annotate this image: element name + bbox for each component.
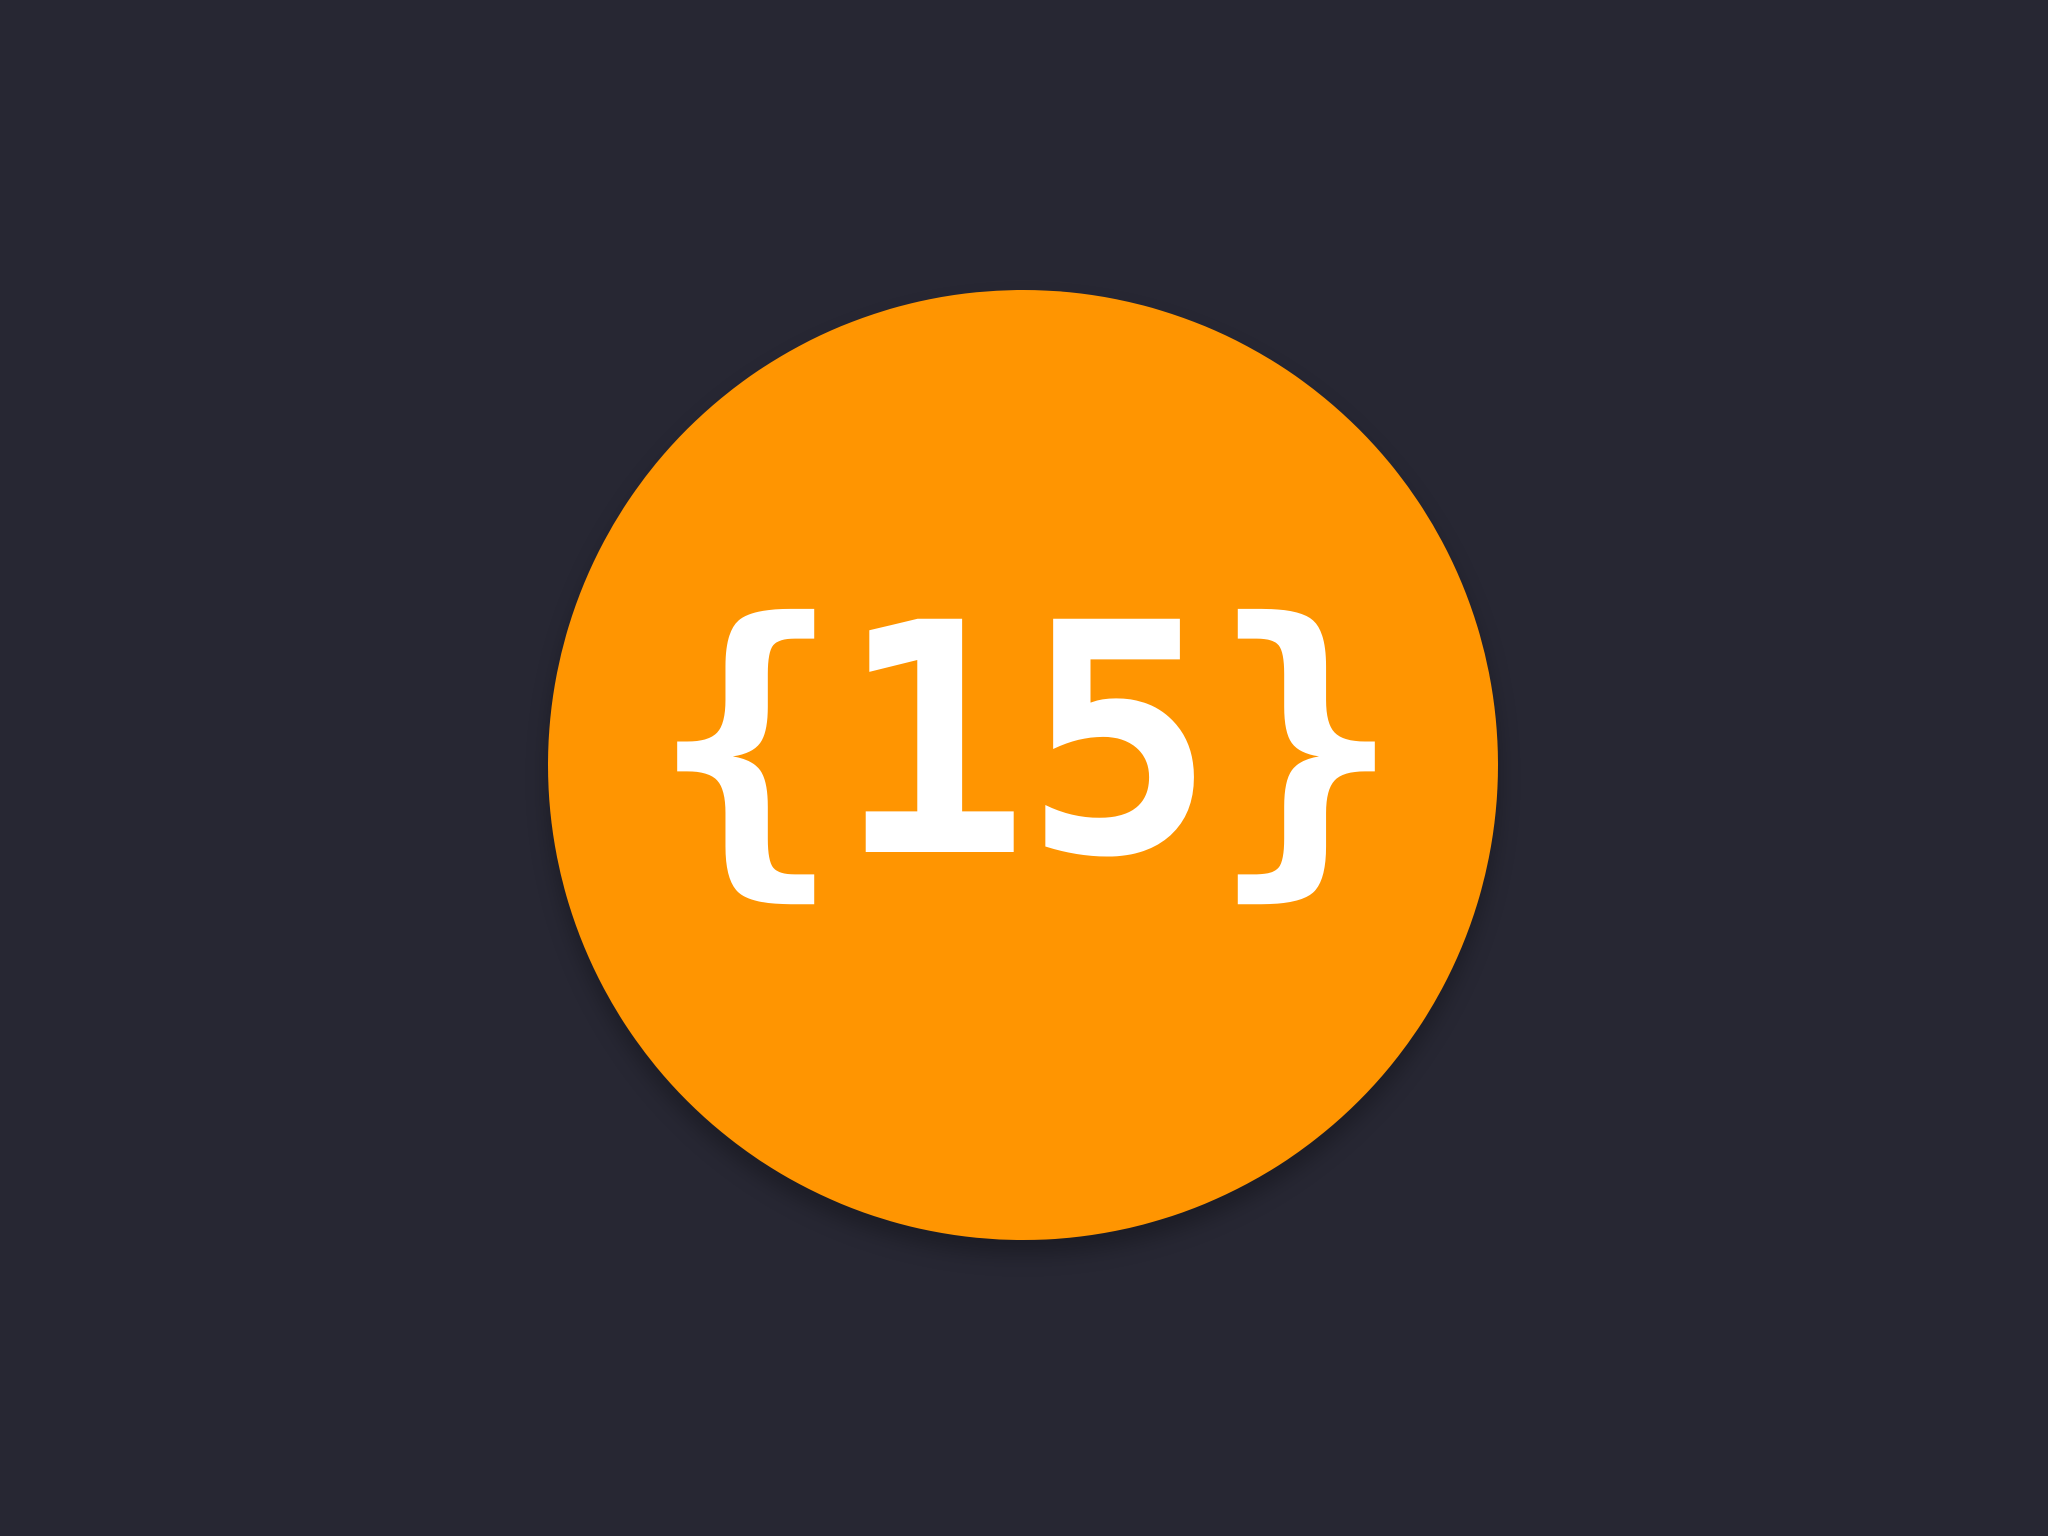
count-badge[interactable]: {15} [548,290,1498,1240]
badge-count-label: {15} [649,556,1403,928]
